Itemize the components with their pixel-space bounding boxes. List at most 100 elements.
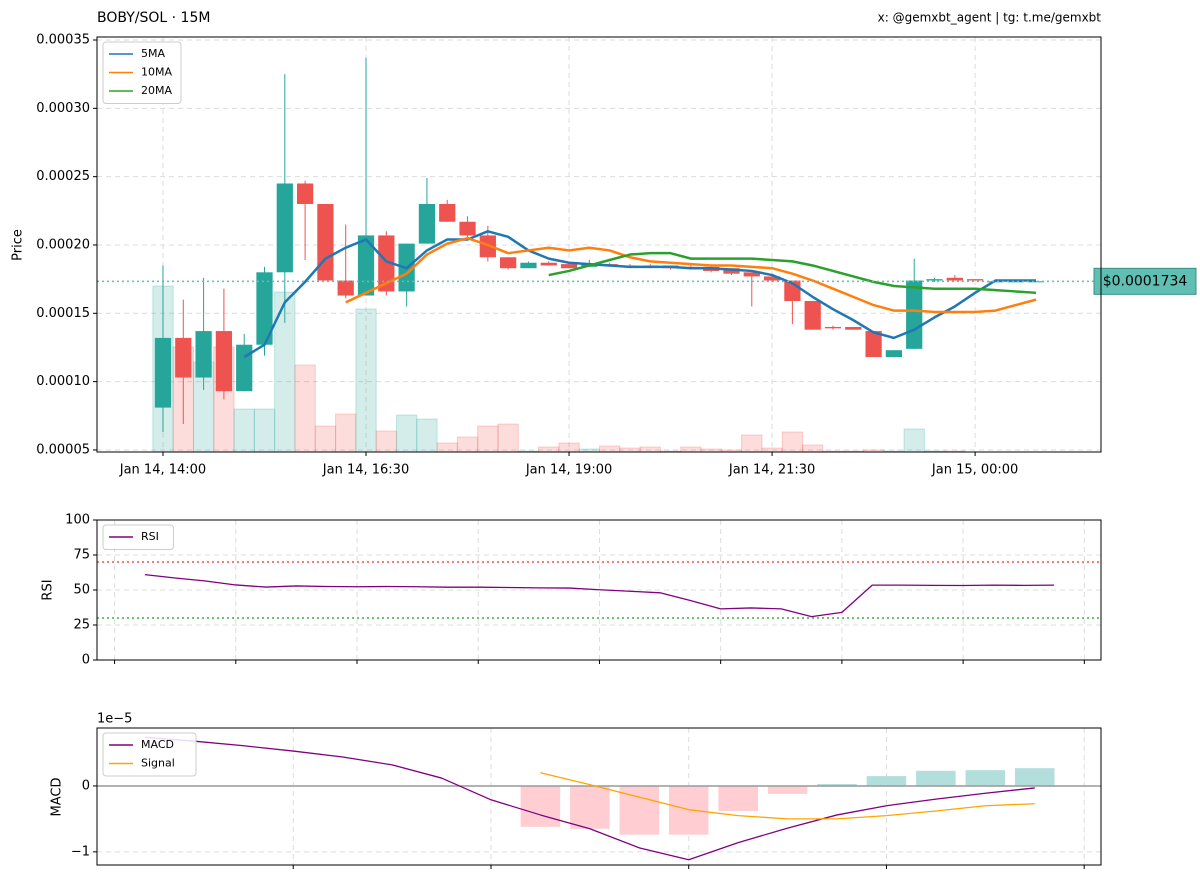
series-line bbox=[540, 772, 1035, 820]
y-tick-label: 0.00010 bbox=[36, 374, 90, 389]
y-scale-label: 1e−5 bbox=[97, 712, 132, 727]
y-tick-label: 0.00030 bbox=[36, 101, 90, 116]
volume-bar bbox=[233, 408, 255, 453]
candle-body bbox=[276, 183, 293, 273]
candle-body bbox=[845, 326, 862, 330]
x-tick-label: Jan 14, 16:30 bbox=[322, 463, 409, 478]
volume-bar bbox=[781, 431, 804, 453]
x-tick-label: Jan 15, 00:00 bbox=[931, 463, 1018, 478]
candle-body bbox=[1007, 281, 1024, 283]
candle-body bbox=[479, 235, 496, 258]
candle-body bbox=[337, 280, 354, 296]
volume-bar bbox=[497, 423, 519, 453]
candle-body bbox=[865, 331, 882, 358]
chart-title: BOBY/SOL · 15M bbox=[97, 10, 210, 26]
candle-body bbox=[723, 268, 740, 274]
y-tick-label: 75 bbox=[73, 548, 90, 563]
y-tick-label: 0.00025 bbox=[36, 169, 90, 184]
candle-body bbox=[966, 279, 984, 281]
x-tick-label: Jan 14, 14:00 bbox=[119, 463, 206, 478]
volume-bar bbox=[741, 434, 763, 453]
candle-body bbox=[520, 262, 537, 269]
y-tick-label: 0.00005 bbox=[36, 442, 90, 457]
volume-bar bbox=[395, 414, 418, 453]
legend-box bbox=[102, 41, 182, 104]
volume-bar bbox=[599, 445, 621, 453]
candle-body bbox=[763, 276, 781, 281]
legend-label: 5MA bbox=[141, 47, 165, 60]
y-tick-label: −1 bbox=[71, 844, 90, 859]
candle-body bbox=[926, 279, 943, 281]
series-line bbox=[144, 736, 1035, 861]
current-price-box bbox=[1093, 267, 1197, 295]
ma-line bbox=[548, 251, 1037, 295]
y-tick-label: 50 bbox=[73, 583, 90, 598]
y-axis-label: RSI bbox=[41, 579, 56, 600]
volume-bar bbox=[477, 425, 499, 453]
y-tick-label: 25 bbox=[73, 618, 90, 633]
candle-body bbox=[500, 257, 517, 269]
histogram-bar bbox=[1014, 768, 1055, 786]
y-tick-label: 0.00015 bbox=[36, 306, 90, 321]
candle-body bbox=[418, 203, 436, 244]
candle-body bbox=[560, 264, 578, 269]
volume-bar bbox=[294, 364, 316, 453]
histogram-bar bbox=[817, 783, 857, 786]
volume-bar bbox=[761, 447, 783, 453]
plot-frame bbox=[96, 36, 1102, 453]
candle-body bbox=[296, 183, 314, 204]
candle-body bbox=[824, 326, 842, 329]
legend-box bbox=[102, 732, 197, 777]
volume-bar bbox=[639, 446, 661, 453]
volume-bar bbox=[903, 428, 925, 453]
volume-bar bbox=[335, 413, 357, 453]
legend-label: Signal bbox=[141, 757, 175, 770]
y-axis-label: Price bbox=[11, 229, 26, 261]
candle-body bbox=[256, 272, 273, 345]
candle-body bbox=[1027, 281, 1045, 283]
legend-label: MACD bbox=[141, 738, 174, 751]
candle-body bbox=[215, 331, 233, 392]
candle-body bbox=[175, 337, 192, 378]
histogram-bar bbox=[718, 785, 758, 811]
current-price-label: $0.0001734 bbox=[1103, 273, 1188, 289]
candle-body bbox=[357, 235, 375, 296]
candle-body bbox=[906, 280, 923, 349]
candle-body bbox=[459, 221, 476, 236]
histogram-bar bbox=[570, 785, 610, 829]
x-tick-label: Jan 14, 19:00 bbox=[525, 463, 612, 478]
x-tick-label: Jan 14, 21:30 bbox=[728, 463, 815, 478]
volume-bar bbox=[375, 430, 397, 453]
volume-bar bbox=[456, 436, 479, 453]
ma-line bbox=[243, 230, 1037, 359]
plot-frame bbox=[96, 727, 1102, 866]
histogram-bar bbox=[965, 770, 1006, 786]
candle-body bbox=[317, 203, 334, 281]
candle-body bbox=[236, 344, 253, 392]
volume-bar bbox=[355, 308, 377, 453]
candle-body bbox=[540, 262, 557, 266]
plot-frame bbox=[96, 519, 1102, 661]
volume-bar bbox=[416, 418, 438, 453]
histogram-bar bbox=[767, 785, 808, 794]
credit: x: @gemxbt_agent | tg: t.me/gemxbt bbox=[878, 11, 1102, 25]
legend-label: 20MA bbox=[141, 84, 172, 97]
y-axis-label: MACD bbox=[50, 778, 65, 817]
y-tick-label: 0.00020 bbox=[36, 237, 90, 252]
volume-bar bbox=[314, 425, 337, 453]
y-tick-label: 0.00035 bbox=[36, 33, 90, 48]
histogram-bar bbox=[668, 785, 709, 835]
candle-body bbox=[195, 331, 212, 378]
volume-bar bbox=[558, 442, 580, 453]
legend-label: RSI bbox=[141, 530, 159, 543]
histogram-bar bbox=[866, 776, 907, 786]
volume-bar bbox=[253, 408, 276, 453]
volume-bar bbox=[436, 442, 458, 453]
series-line bbox=[144, 573, 1055, 618]
y-tick-label: 0 bbox=[82, 653, 90, 668]
volume-bar bbox=[680, 446, 702, 453]
y-tick-label: 100 bbox=[65, 513, 90, 528]
legend-box bbox=[102, 524, 174, 550]
